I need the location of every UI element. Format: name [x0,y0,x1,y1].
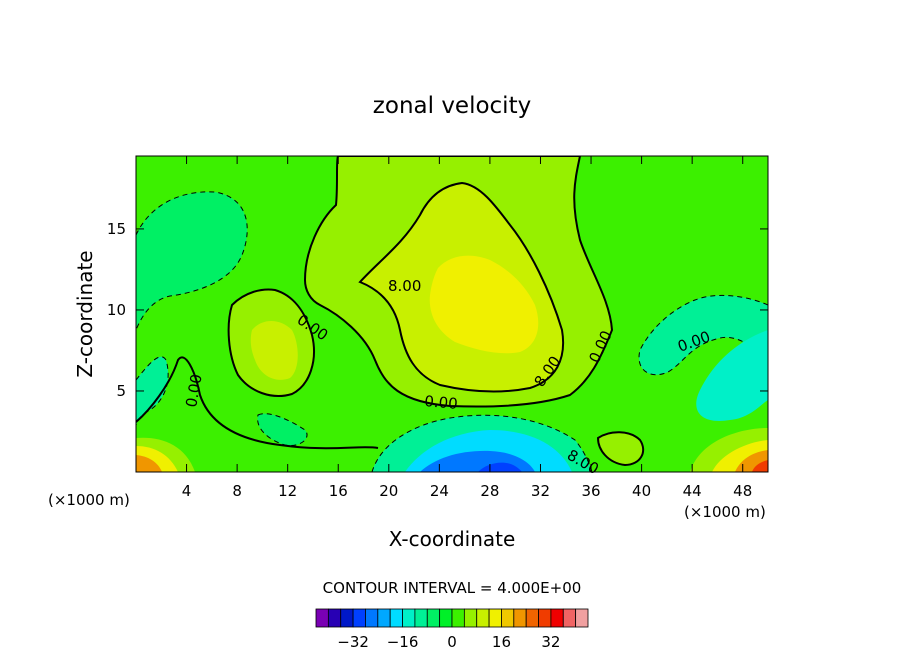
x-tick-label: 16 [329,482,348,500]
region-right-edge-negative [696,330,768,421]
x-tick-label: 44 [683,482,702,500]
colorbar-tick-label: 0 [447,633,457,651]
colorbar-tick-label: −16 [387,633,419,651]
colorbar-swatch [426,608,441,628]
colorbar-swatch [575,608,589,628]
x-tick-label: 24 [430,482,449,500]
contour-label: 8.00 [388,277,421,295]
colorbar-tick-label: −32 [337,633,369,651]
colorbar-swatch [327,608,342,628]
region-upper-center-core [429,255,539,354]
colorbar-swatch [550,608,564,628]
colorbar-swatch [451,608,465,628]
contour-fill [136,156,768,472]
contour-zero-lower-left [136,356,379,450]
colorbar-swatch [414,608,428,628]
x-tick-label: 12 [278,482,297,500]
colorbar-swatch [562,608,577,628]
y-tick-label: 15 [107,220,126,238]
colorbar-swatch [402,608,416,628]
colorbar-swatch [513,608,527,628]
colorbar-swatch [463,608,478,628]
x-tick-label: 4 [182,482,192,500]
colorbar-swatch [439,608,453,628]
x-axis-label: X-coordinate [389,527,516,551]
colorbar-swatch [501,608,515,628]
colorbar-tick-label: 32 [541,633,560,651]
colorbar-swatch [389,608,403,628]
x-tick-label: 20 [379,482,398,500]
colorbar-swatch [352,608,366,628]
x-unit-right: (×1000 m) [684,503,766,521]
colorbar-swatch [340,608,354,628]
contour-label: 0.00 [424,392,459,413]
chart-title: zonal velocity [373,93,531,119]
y-tick-label: 10 [107,301,126,319]
colorbar-swatch [476,608,490,628]
colorbar-swatch [365,608,379,628]
colorbar: −32 −16 0 16 32 [315,608,589,651]
x-tick-label: 28 [480,482,499,500]
colorbar-swatch [315,608,329,628]
region-right-negative [638,295,768,376]
region-bottom-right-corner-4 [752,460,768,472]
contour-label: 0.00 [182,373,206,409]
x-tick-label: 36 [581,482,600,500]
region-left-blob-core [250,321,298,380]
region-bottom-left-corner-3 [136,455,162,472]
region-right-small-positive [596,431,645,467]
y-axis-label: Z-coordinate [73,250,97,377]
plot-frame [135,155,769,473]
x-tick-label: 48 [733,482,752,500]
region-upper-left-weak-negative [136,191,248,331]
x-tick-label: 40 [632,482,651,500]
colorbar-swatch [377,608,391,628]
colorbar-swatch [538,608,552,628]
colorbar-swatch [488,608,502,628]
x-tick-label: 32 [531,482,550,500]
x-tick-label: 8 [232,482,242,500]
colorbar-swatch [525,608,539,628]
region-bottom-center-dark-blue [478,462,522,472]
contour-interval-text: CONTOUR INTERVAL = 4.000E+00 [323,579,582,597]
x-unit-left: (×1000 m) [48,491,130,509]
y-tick-label: 5 [116,382,126,400]
region-near-x9-z3-negative [257,413,308,447]
colorbar-tick-label: 16 [492,633,511,651]
